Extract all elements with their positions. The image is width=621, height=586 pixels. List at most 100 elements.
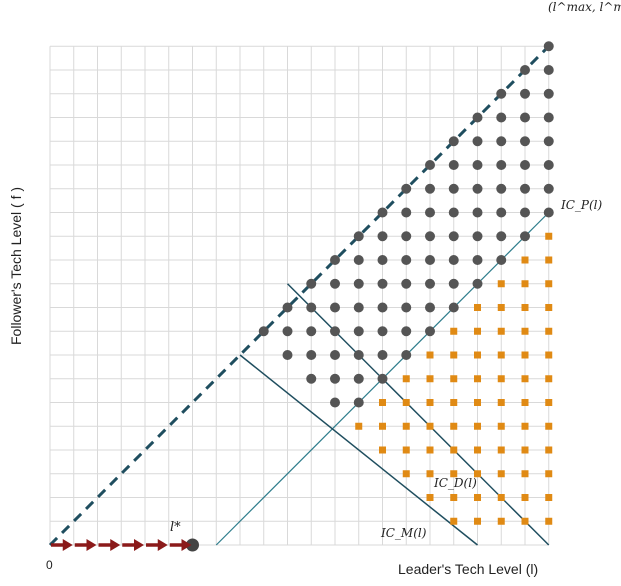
circle-point xyxy=(353,231,364,242)
circle-point xyxy=(401,255,412,265)
square-point xyxy=(521,422,529,430)
circle-point xyxy=(330,350,340,360)
square-point xyxy=(450,375,458,383)
square-point xyxy=(474,351,481,359)
circle-point xyxy=(543,207,554,218)
square-point xyxy=(450,494,458,501)
square-point xyxy=(521,351,529,359)
square-point xyxy=(521,304,529,311)
square-point xyxy=(474,517,481,525)
circle-point xyxy=(448,255,459,265)
square-point xyxy=(426,399,434,406)
circle-point xyxy=(520,160,530,170)
circle-point xyxy=(496,255,507,265)
circle-point xyxy=(377,373,388,384)
circle-point xyxy=(496,183,507,194)
arrow-markers xyxy=(51,539,192,551)
circle-point xyxy=(543,41,554,52)
square-point xyxy=(545,280,553,288)
square-point xyxy=(521,399,529,406)
circle-point xyxy=(496,207,507,218)
circle-point xyxy=(330,278,340,289)
square-point xyxy=(474,399,481,406)
square-point xyxy=(497,327,505,335)
square-point xyxy=(497,304,505,311)
circle-point xyxy=(401,350,412,360)
square-point xyxy=(450,470,458,478)
circle-point xyxy=(353,350,364,360)
circle-point xyxy=(520,112,530,123)
circle-point xyxy=(496,88,507,99)
circle-point xyxy=(306,302,317,313)
circle-point xyxy=(472,160,483,170)
square-point xyxy=(474,470,481,478)
square-point xyxy=(474,422,481,430)
circle-point xyxy=(401,326,412,337)
square-point xyxy=(450,351,458,359)
circle-point xyxy=(377,207,388,218)
square-point xyxy=(450,517,458,525)
square-point xyxy=(450,446,458,454)
circle-point xyxy=(377,302,388,313)
square-point xyxy=(379,422,386,430)
square-point xyxy=(521,517,529,525)
square-point xyxy=(379,446,386,454)
circle-point xyxy=(520,207,530,218)
circle-point xyxy=(472,207,483,218)
square-point xyxy=(450,327,458,335)
arrow-head xyxy=(134,539,144,551)
circle-point xyxy=(353,373,364,384)
square-point xyxy=(355,422,363,430)
square-point xyxy=(545,232,553,240)
circle-point xyxy=(472,183,483,194)
square-point xyxy=(545,470,553,478)
square-point xyxy=(497,280,505,288)
square-point xyxy=(402,446,410,454)
circle-point xyxy=(472,278,483,289)
square-point xyxy=(545,517,553,525)
square-point xyxy=(450,399,458,406)
point-markers xyxy=(186,41,554,552)
circle-point xyxy=(496,136,507,147)
square-point xyxy=(497,494,505,501)
circle-point xyxy=(330,302,340,313)
square-point xyxy=(545,422,553,430)
diagonal-dashed-line xyxy=(48,45,550,547)
circle-point xyxy=(401,302,412,313)
circle-point xyxy=(520,231,530,242)
square-point xyxy=(426,351,434,359)
square-point xyxy=(497,399,505,406)
circle-point xyxy=(496,160,507,170)
circle-point xyxy=(258,326,269,337)
circle-point xyxy=(306,350,317,360)
circle-point xyxy=(377,278,388,289)
ic-d-line xyxy=(286,283,550,546)
square-point xyxy=(521,446,529,454)
circle-point xyxy=(401,183,412,194)
square-point xyxy=(497,470,505,478)
circle-point xyxy=(448,136,459,147)
circle-point xyxy=(377,326,388,337)
square-point xyxy=(545,351,553,359)
circle-point xyxy=(496,112,507,123)
circle-point xyxy=(448,160,459,170)
circle-point xyxy=(425,326,435,337)
y-axis-label: Follower's Tech Level ( f ) xyxy=(8,186,24,345)
arrow-head xyxy=(110,539,121,551)
circle-point xyxy=(448,231,459,242)
circle-point xyxy=(543,136,554,147)
circle-point xyxy=(353,326,364,337)
square-point xyxy=(545,375,553,383)
square-point xyxy=(426,470,434,478)
circle-point xyxy=(496,231,507,242)
square-point xyxy=(521,327,529,335)
square-point xyxy=(402,470,410,478)
circle-point xyxy=(543,160,554,170)
ic-p-label: IC_P(l) xyxy=(561,198,603,212)
square-point xyxy=(426,446,434,454)
circle-point xyxy=(520,136,530,147)
circle-point xyxy=(401,278,412,289)
circle-point xyxy=(353,302,364,313)
circle-point xyxy=(425,207,435,218)
square-point xyxy=(474,304,481,311)
